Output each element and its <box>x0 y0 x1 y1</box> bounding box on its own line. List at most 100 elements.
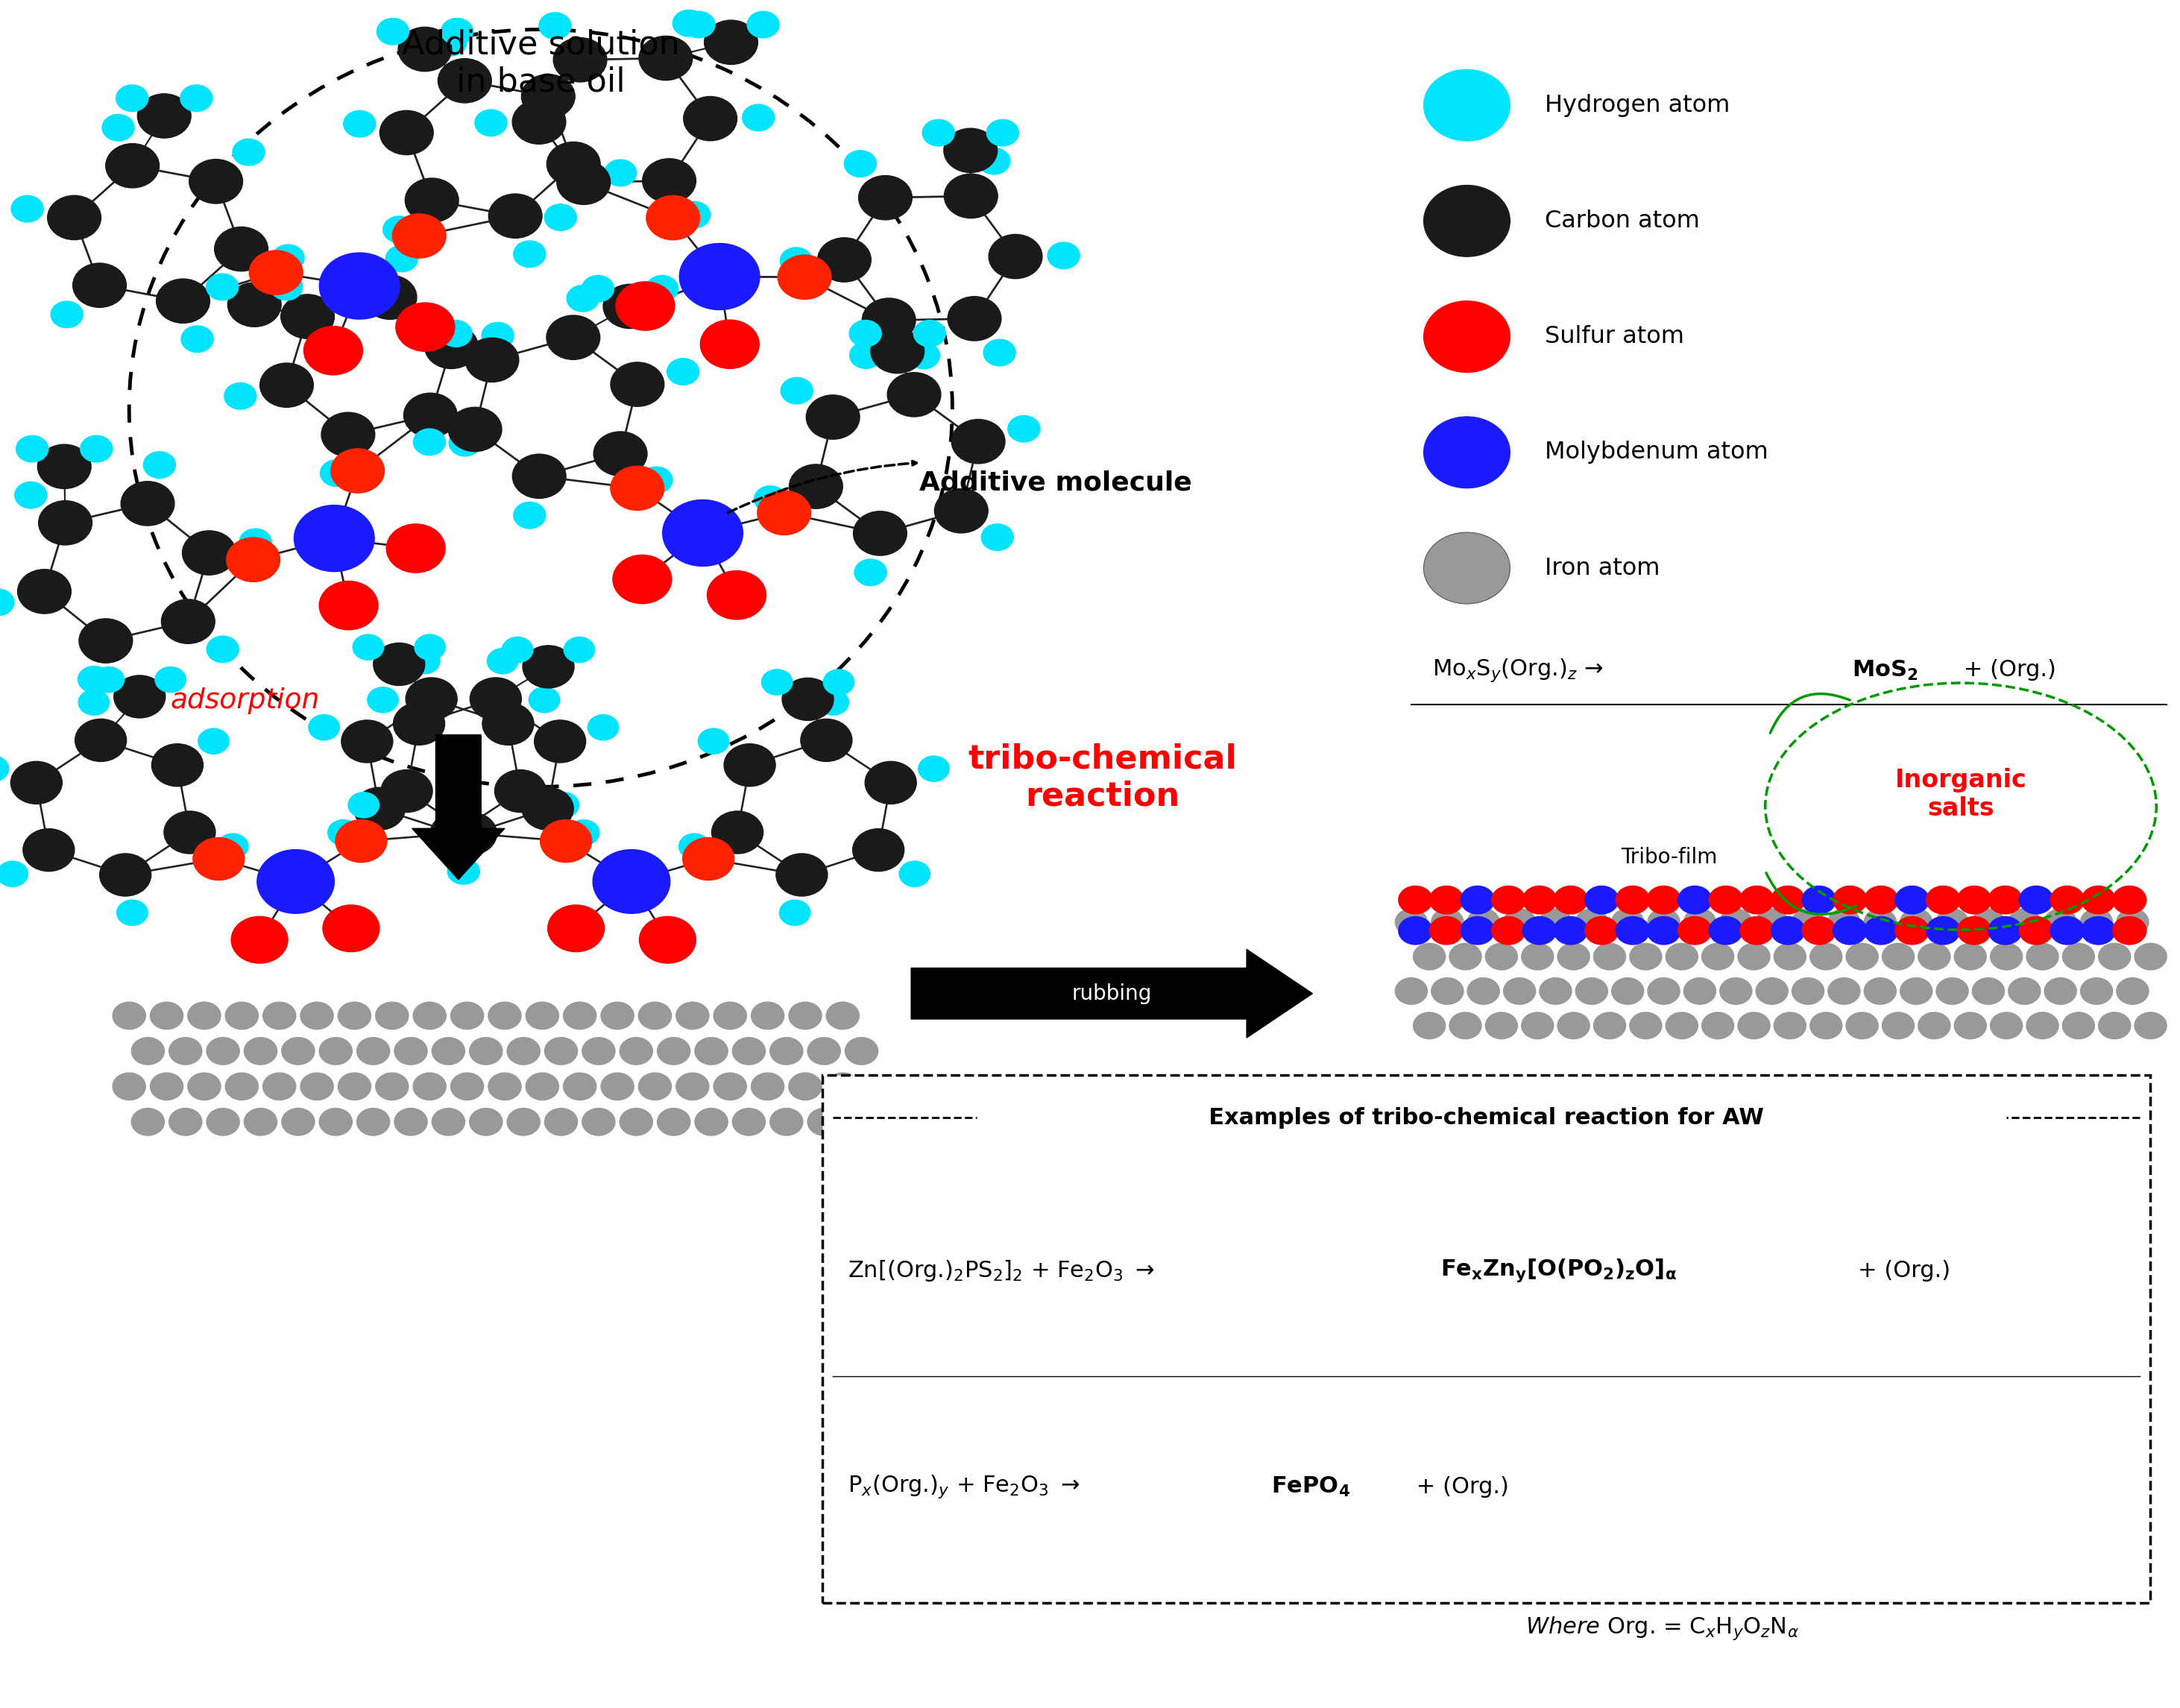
Circle shape <box>602 1003 634 1030</box>
Circle shape <box>1554 917 1587 945</box>
Circle shape <box>1395 977 1428 1004</box>
Circle shape <box>469 1037 501 1064</box>
Text: Inorganic
salts: Inorganic salts <box>1894 769 2027 822</box>
Circle shape <box>227 282 281 326</box>
Circle shape <box>1846 1013 1879 1038</box>
Circle shape <box>1430 886 1463 914</box>
Circle shape <box>0 757 9 782</box>
Circle shape <box>593 432 647 477</box>
Circle shape <box>113 1073 146 1100</box>
Circle shape <box>870 330 924 374</box>
Circle shape <box>414 1073 447 1100</box>
Text: adsorption: adsorption <box>170 687 320 714</box>
Circle shape <box>338 1003 371 1030</box>
Circle shape <box>259 364 314 407</box>
Circle shape <box>1755 977 1788 1004</box>
Text: $\mathbf{Fe_xZn_y[O(PO_2)_zO]_\alpha}$: $\mathbf{Fe_xZn_y[O(PO_2)_zO]_\alpha}$ <box>1441 1257 1676 1284</box>
Text: $\mathbf{FePO_4}$: $\mathbf{FePO_4}$ <box>1271 1476 1349 1498</box>
Circle shape <box>495 770 547 813</box>
Circle shape <box>310 714 340 740</box>
Circle shape <box>353 634 384 659</box>
Circle shape <box>1770 886 1805 914</box>
Circle shape <box>120 482 174 526</box>
Circle shape <box>530 687 560 712</box>
Circle shape <box>1829 977 1860 1004</box>
Circle shape <box>1400 886 1432 914</box>
Circle shape <box>225 383 257 410</box>
Circle shape <box>2099 943 2130 970</box>
Circle shape <box>113 675 166 717</box>
Circle shape <box>451 1003 484 1030</box>
Circle shape <box>988 120 1018 147</box>
Circle shape <box>1049 243 1079 268</box>
Circle shape <box>469 1108 501 1136</box>
Circle shape <box>2062 943 2095 970</box>
Circle shape <box>713 1003 746 1030</box>
Circle shape <box>643 159 695 203</box>
Circle shape <box>392 214 447 258</box>
Circle shape <box>379 111 434 155</box>
Circle shape <box>257 275 290 302</box>
Circle shape <box>214 227 268 272</box>
Circle shape <box>1648 909 1681 936</box>
Circle shape <box>1740 886 1775 914</box>
Circle shape <box>711 811 763 854</box>
Circle shape <box>1775 1013 1805 1038</box>
Circle shape <box>2051 917 2084 945</box>
Circle shape <box>358 1037 390 1064</box>
Circle shape <box>1709 886 1742 914</box>
Circle shape <box>676 1003 708 1030</box>
Circle shape <box>225 1073 257 1100</box>
Circle shape <box>567 285 600 313</box>
Circle shape <box>698 728 728 753</box>
Text: + (Org.): + (Org.) <box>1408 1476 1509 1498</box>
Circle shape <box>1485 943 1517 970</box>
Circle shape <box>1461 886 1493 914</box>
Circle shape <box>1775 943 1805 970</box>
Circle shape <box>118 900 148 926</box>
Circle shape <box>432 1108 464 1136</box>
Text: Mo$_x$S$_y$(Org.)$_z$ →: Mo$_x$S$_y$(Org.)$_z$ → <box>1432 658 1604 683</box>
Circle shape <box>48 195 100 239</box>
Text: Hydrogen atom: Hydrogen atom <box>1546 94 1731 116</box>
Circle shape <box>272 244 305 272</box>
Circle shape <box>358 1108 390 1136</box>
Circle shape <box>545 203 576 231</box>
Circle shape <box>678 202 711 229</box>
Circle shape <box>534 721 586 763</box>
Circle shape <box>501 637 532 663</box>
Circle shape <box>1755 909 1788 936</box>
Circle shape <box>1424 70 1511 142</box>
Circle shape <box>1430 917 1463 945</box>
Circle shape <box>2008 909 2040 936</box>
Circle shape <box>11 195 44 222</box>
Circle shape <box>377 19 410 44</box>
Circle shape <box>913 319 946 347</box>
Circle shape <box>610 466 665 511</box>
Circle shape <box>11 762 63 804</box>
Circle shape <box>1646 917 1681 945</box>
Circle shape <box>1522 917 1557 945</box>
Circle shape <box>353 787 405 830</box>
Circle shape <box>1424 301 1511 372</box>
Circle shape <box>2062 1013 2095 1038</box>
Circle shape <box>1646 886 1681 914</box>
Circle shape <box>434 29 467 56</box>
Circle shape <box>852 828 905 871</box>
Circle shape <box>1467 977 1500 1004</box>
Circle shape <box>770 1108 802 1136</box>
Circle shape <box>1958 886 1990 914</box>
Circle shape <box>1803 917 1836 945</box>
Circle shape <box>323 905 379 951</box>
Circle shape <box>523 646 573 688</box>
Circle shape <box>318 1037 353 1064</box>
Text: tribo-chemical
reaction: tribo-chemical reaction <box>968 743 1236 811</box>
Circle shape <box>582 1108 615 1136</box>
Circle shape <box>2019 886 2054 914</box>
Circle shape <box>155 666 185 692</box>
Circle shape <box>562 1073 597 1100</box>
Circle shape <box>187 1003 220 1030</box>
Circle shape <box>375 1003 408 1030</box>
Circle shape <box>663 500 743 565</box>
Circle shape <box>190 159 242 203</box>
